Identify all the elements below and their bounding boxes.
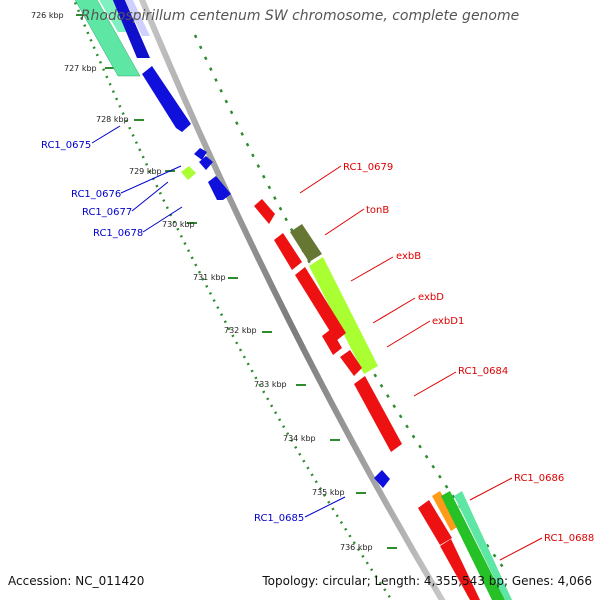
topology-text: Topology: circular; Length: 4,355,543 bp… (262, 574, 592, 588)
ruler-tick-labels: 726 kbp 727 kbp 728 kbp 729 kbp 730 kbp … (31, 11, 373, 552)
ruler-track (72, 0, 394, 600)
tick-label-733: 733 kbp (254, 380, 287, 389)
gene-label-rc1-0686[interactable]: RC1_0686 (514, 473, 564, 484)
chromosome-backbone (138, 0, 446, 600)
gene-band-top[interactable] (74, 0, 150, 77)
tick-label-729: 729 kbp (129, 167, 162, 176)
gene-rc1-0688-red[interactable] (440, 539, 480, 600)
gene-rc1-0677[interactable] (199, 156, 213, 170)
ruler-tick-marks (76, 14, 397, 549)
tick-label-732: 732 kbp (224, 326, 257, 335)
gene-rc1-0684[interactable] (354, 376, 402, 452)
gene-label-exbd1[interactable]: exbD1 (432, 316, 464, 327)
gene-rc1-0685[interactable] (374, 470, 390, 488)
gene-label-rc1-0685[interactable]: RC1_0685 (254, 513, 304, 524)
gene-rc1-0688-teal[interactable] (454, 491, 512, 600)
gene-exbd-small[interactable] (322, 329, 342, 355)
gene-label-exbd[interactable]: exbD (418, 292, 444, 303)
gene-rc1-0676[interactable] (194, 148, 207, 160)
gene-rc1-0676b[interactable] (181, 166, 196, 180)
gene-label-rc1-0684[interactable]: RC1_0684 (458, 366, 508, 377)
gene-label-tonb[interactable]: tonB (366, 205, 389, 216)
tick-label-735: 735 kbp (312, 488, 345, 497)
gene-label-rc1-0678[interactable]: RC1_0678 (93, 228, 143, 239)
gene-exbd1[interactable] (340, 350, 362, 376)
gene-label-rc1-0675[interactable]: RC1_0675 (41, 140, 91, 151)
tick-label-736: 736 kbp (340, 543, 373, 552)
gene-label-rc1-0676[interactable]: RC1_0676 (71, 189, 121, 200)
gene-label-rc1-0677[interactable]: RC1_0677 (82, 207, 132, 218)
plus-strand-track (193, 34, 507, 571)
accession-text: Accession: NC_011420 (8, 574, 145, 588)
gene-label-exbb[interactable]: exbB (396, 251, 421, 262)
tick-label-734: 734 kbp (283, 434, 316, 443)
tick-label-731: 731 kbp (193, 273, 226, 282)
gene-rc1-0686-orange[interactable] (432, 491, 460, 531)
gene-exbd[interactable] (295, 267, 346, 341)
gene-label-rc1-0688[interactable]: RC1_0688 (544, 533, 594, 544)
tick-label-727: 727 kbp (64, 64, 97, 73)
gene-label-rc1-0679[interactable]: RC1_0679 (343, 162, 393, 173)
gene-rc1-0686[interactable] (418, 500, 452, 545)
tick-label-730: 730 kbp (162, 220, 195, 229)
gene-labels: RC1_0675 RC1_0676 RC1_0677 RC1_0678 RC1_… (41, 140, 594, 544)
gene-rc1-0679[interactable] (254, 199, 275, 224)
map-title: Rhodospirillum centenum SW chromosome, c… (80, 8, 520, 24)
leader-lines-minus (91, 125, 346, 518)
gene-rc1-0675[interactable] (142, 66, 191, 132)
gene-exbb[interactable] (309, 257, 378, 374)
tick-label-728: 728 kbp (96, 115, 129, 124)
gene-rc1-0678[interactable] (208, 176, 231, 200)
leader-lines-plus (299, 165, 543, 561)
gene-tonb[interactable] (274, 233, 302, 270)
tick-label-726: 726 kbp (31, 11, 64, 20)
gene-rc1-0688-green[interactable] (441, 491, 505, 600)
gene-tonb-green[interactable] (290, 224, 322, 262)
